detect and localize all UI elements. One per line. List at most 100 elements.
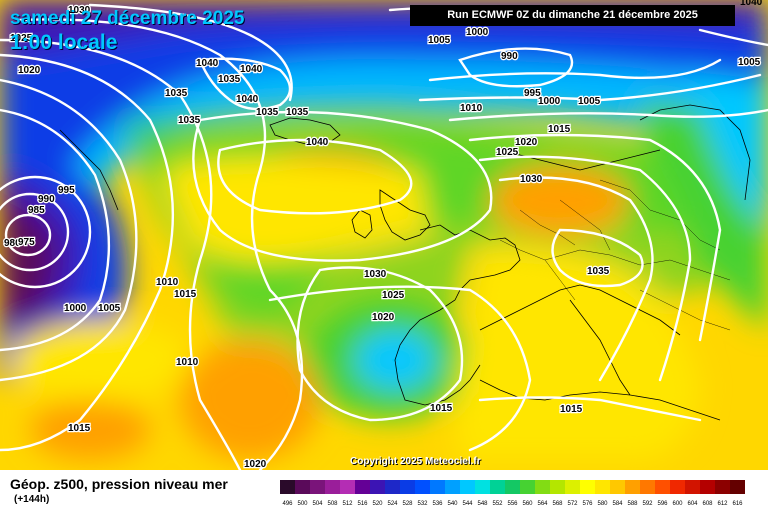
map-hour: 1:00 locale [10, 31, 118, 54]
isobar-label: 1025 [496, 147, 519, 158]
isobar-label: 1005 [98, 303, 121, 314]
isobar-label: 1005 [428, 35, 451, 46]
isobar-label: 1015 [560, 404, 583, 415]
color-swatch [475, 480, 491, 494]
scale-tick: 536 [432, 501, 443, 507]
color-swatch [715, 480, 731, 494]
isobar-label: 995 [524, 88, 541, 99]
scale-tick: 544 [462, 501, 473, 507]
isobar-label: 1015 [68, 423, 91, 434]
color-swatch [610, 480, 626, 494]
color-swatch [730, 480, 745, 494]
isobar-label: 1025 [10, 33, 33, 44]
scale-tick: 612 [717, 501, 728, 507]
color-swatch [490, 480, 506, 494]
color-swatch [445, 480, 461, 494]
color-swatch [565, 480, 581, 494]
color-swatch [520, 480, 536, 494]
isobar-label: 1035 [286, 107, 309, 118]
copyright: Copyright 2025 Meteociel.fr [350, 456, 481, 467]
scale-tick: 564 [537, 501, 548, 507]
color-scale: 496 500 504 508 512 516 520 524 528 532 536 540 544 5… [280, 480, 745, 507]
isobar-label: 990 [38, 194, 55, 205]
isobar-label: 1030 [364, 269, 387, 280]
isobar-label: 1035 [178, 115, 201, 126]
scale-tick: 580 [597, 501, 608, 507]
color-swatch [685, 480, 701, 494]
scale-tick: 584 [612, 501, 623, 507]
color-swatch [550, 480, 566, 494]
borders [499, 179, 731, 331]
scale-tick: 588 [627, 501, 638, 507]
color-swatch [580, 480, 596, 494]
isobar-lines [0, 3, 768, 470]
isobar-label: 1040 [306, 137, 329, 148]
legend-title: Géop. z500, pression niveau mer [10, 476, 228, 492]
color-swatch [460, 480, 476, 494]
corner-label: 1040 [740, 0, 763, 8]
scale-tick: 524 [387, 501, 398, 507]
legend-subtitle: (+144h) [14, 494, 50, 505]
scale-tick: 552 [492, 501, 503, 507]
scale-tick: 500 [297, 501, 308, 507]
isobar-label: 1035 [256, 107, 279, 118]
isobar-label: 1000 [538, 96, 561, 107]
scale-tick: 516 [357, 501, 368, 507]
color-swatch [400, 480, 416, 494]
isobar-label: 1010 [460, 103, 483, 114]
scale-tick: 512 [342, 501, 353, 507]
isobar-label: 990 [501, 51, 518, 62]
isobar-label: 1020 [372, 312, 395, 323]
isobar-label: 1010 [176, 357, 199, 368]
isobar-label: 1015 [174, 289, 197, 300]
isobar-label: 1015 [430, 403, 453, 414]
scale-tick: 596 [657, 501, 668, 507]
scale-tick: 532 [417, 501, 428, 507]
coastlines [59, 104, 751, 421]
isobar-label: 1040 [196, 58, 219, 69]
isobar-label: 1020 [515, 137, 538, 148]
isobar-label: 1000 [64, 303, 87, 314]
color-swatch [640, 480, 656, 494]
isobar-label: 1040 [240, 64, 263, 75]
color-swatch [325, 480, 341, 494]
isobar-label: 1020 [18, 65, 41, 76]
color-swatch [370, 480, 386, 494]
color-swatch [340, 480, 356, 494]
isobar-label: 1010 [156, 277, 179, 288]
isobar-label: 975 [18, 237, 35, 248]
isobar-label: 1005 [738, 57, 761, 68]
scale-tick: 508 [327, 501, 338, 507]
geopotential-field [0, 0, 768, 470]
color-swatch [655, 480, 671, 494]
scale-tick: 572 [567, 501, 578, 507]
scale-tick: 568 [552, 501, 563, 507]
scale-tick: 576 [582, 501, 593, 507]
scale-tick: 560 [522, 501, 533, 507]
scale-tick: 548 [477, 501, 488, 507]
isobar-label: 1035 [165, 88, 188, 99]
isobar-label: 1000 [466, 27, 489, 38]
color-swatch [535, 480, 551, 494]
color-swatch [385, 480, 401, 494]
scale-tick: 600 [672, 501, 683, 507]
isobar-label: 1030 [68, 5, 91, 16]
color-swatch [415, 480, 431, 494]
isobar-label: 1035 [218, 74, 241, 85]
isobar-label: 1035 [587, 266, 610, 277]
isobar-label: 995 [58, 185, 75, 196]
isobar-label: 1015 [548, 124, 571, 135]
color-swatch [505, 480, 521, 494]
color-swatch [280, 480, 296, 494]
color-swatch [700, 480, 716, 494]
scale-tick: 504 [312, 501, 323, 507]
color-swatch [310, 480, 326, 494]
isobar-label: 1020 [244, 459, 267, 470]
scale-tick: 496 [282, 501, 293, 507]
isobar-label: 1030 [520, 174, 543, 185]
scale-tick: 608 [702, 501, 713, 507]
run-info: Run ECMWF 0Z du dimanche 21 décembre 202… [410, 5, 735, 26]
scale-tick: 616 [732, 501, 743, 507]
